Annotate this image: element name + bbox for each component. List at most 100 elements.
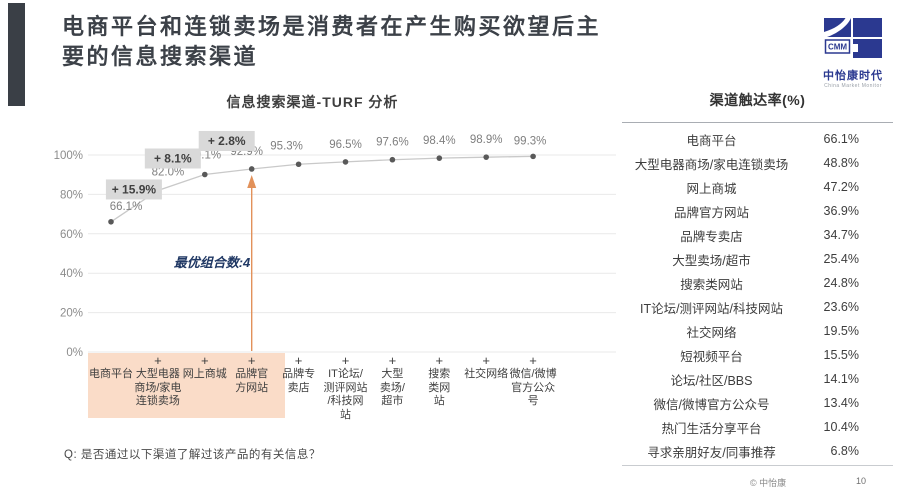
panel-divider-top — [622, 122, 893, 123]
channel-name: 热门生活分享平台 — [661, 421, 762, 436]
plus-sign: + — [201, 353, 209, 368]
page-number: 10 — [856, 476, 867, 486]
category-text: 品牌官 方网站 — [235, 368, 269, 394]
reach-rate-value: 15.5% — [823, 348, 859, 362]
reach-rate-value: 23.6% — [823, 300, 859, 314]
x-axis-label: + 网上商城 — [177, 353, 233, 382]
point-label: 97.6% — [376, 137, 409, 149]
x-axis-label: + 社交网络 — [458, 353, 514, 382]
reach-rate-value: 47.2% — [823, 180, 859, 194]
data-point — [108, 218, 114, 225]
x-axis-label: + 大型 卖场/ 超市 — [364, 354, 420, 409]
increment-label: + 8.1% — [154, 152, 192, 166]
table-row: 微信/微博官方公众号 13.4% — [622, 391, 893, 415]
data-point — [342, 159, 349, 165]
plus-sign: + — [482, 353, 490, 368]
data-point — [295, 161, 302, 168]
logo-name: 中怡康时代 — [823, 70, 883, 82]
table-row: 大型卖场/超市 25.4% — [622, 247, 893, 271]
optimal-combo-annotation: 最优组合数:4 — [174, 255, 251, 270]
x-axis-label: + 品牌官 方网站 — [224, 353, 280, 395]
plus-sign: + — [529, 353, 537, 368]
data-point — [530, 153, 536, 160]
point-label: 98.9% — [470, 134, 503, 146]
turf-line-plot: 100%80%60%40%20%0%66.1%82.0%90.1% 92.9% 95… — [54, 130, 616, 359]
x-axis-label: + 微信/微博 官方公众 号 — [505, 353, 561, 409]
increment-box — [105, 179, 162, 200]
reach-rate-table: 电商平台 66.1% 大型电器商场/家电连锁卖场 48.8% 网上商城 47.2% 品牌官方… — [622, 127, 893, 463]
reach-rate-title: 渠道触达率(%) — [709, 92, 806, 108]
channel-name: 寻求亲朋好友/同事推荐 — [647, 445, 776, 460]
y-tick-label: 20% — [60, 308, 83, 320]
category-text: IT论坛/ 测评网站 /科技网 站 — [323, 368, 368, 421]
plus-sign: + — [247, 353, 256, 368]
y-tick-label: 0% — [66, 347, 83, 359]
data-point — [436, 155, 443, 161]
category-text: 大型电器 商场/家电 连锁卖场 — [134, 368, 182, 407]
reach-rate-value: 48.8% — [823, 156, 859, 170]
channel-name: 大型电器商场/家电连锁卖场 — [634, 157, 789, 172]
increment-label: + 2.8% — [208, 134, 246, 148]
increment-label: + 15.9% — [112, 182, 157, 196]
channel-name: 品牌专卖店 — [680, 229, 743, 244]
reach-rate-value: 10.4% — [823, 420, 859, 434]
category-text: 电商平台 — [89, 368, 133, 380]
x-axis-label: + 大型电器 商场/家电 连锁卖场 — [130, 354, 186, 409]
y-tick-label: 40% — [60, 268, 83, 280]
category-text: 搜索 类网 站 — [428, 368, 451, 407]
channel-name: 大型卖场/超市 — [672, 253, 751, 268]
title-accent-bar — [8, 3, 25, 106]
table-row: 社交网络 19.5% — [622, 319, 893, 343]
reach-rate-value: 36.9% — [823, 204, 859, 218]
table-row: 热门生活分享平台 10.4% — [622, 415, 893, 439]
x-axis-label: + 品牌专 卖店 — [271, 353, 327, 395]
page-title: 电商平台和连锁卖场是消费者在产生购买欲望后主 要的信息搜索渠道 — [62, 14, 602, 69]
category-text: 社交网络 — [464, 368, 509, 380]
chart-title: 信息搜索渠道-TURF 分析 — [226, 94, 399, 110]
channel-name: 社交网络 — [686, 325, 737, 340]
x-axis-label: + IT论坛/ 测评网站 /科技网 站 — [318, 353, 374, 422]
table-row: 大型电器商场/家电连锁卖场 48.8% — [622, 151, 893, 175]
optimal-combo-highlight — [88, 353, 285, 418]
reach-rate-value: 25.4% — [823, 252, 859, 266]
plus-sign: + — [294, 353, 303, 368]
channel-name: 短视频平台 — [680, 349, 743, 364]
table-row: 搜索类网站 24.8% — [622, 271, 893, 295]
footer-copyright: © 中怡康 — [750, 478, 787, 488]
table-row: 寻求亲朋好友/同事推荐 6.8% — [622, 439, 893, 463]
logo-subtext: China Market Monitor — [824, 83, 882, 89]
panel-divider-bottom — [622, 465, 893, 466]
reach-rate-value: 6.8% — [830, 444, 860, 458]
table-row: 论坛/社区/BBS 14.1% — [622, 367, 893, 391]
plus-sign: + — [435, 353, 444, 368]
category-text: 品牌专 卖店 — [282, 368, 316, 394]
category-text: 微信/微博 官方公众 号 — [509, 368, 557, 407]
reach-rate-value: 14.1% — [823, 372, 859, 386]
table-row: 短视频平台 15.5% — [622, 343, 893, 367]
channel-name: IT论坛/测评网站/科技网站 — [639, 301, 784, 316]
channel-name: 论坛/社区/BBS — [670, 373, 753, 388]
logo-abbr: CMM — [828, 43, 847, 52]
channel-name: 品牌官方网站 — [673, 205, 749, 220]
table-row: IT论坛/测评网站/科技网站 23.6% — [622, 295, 893, 319]
y-tick-label: 80% — [60, 189, 83, 201]
plus-sign: + — [341, 353, 350, 368]
table-row: 品牌官方网站 36.9% — [622, 199, 893, 223]
increment-box — [198, 130, 255, 151]
reach-rate-value: 34.7% — [823, 228, 859, 242]
increment-box — [144, 148, 201, 169]
reach-rate-value: 13.4% — [823, 396, 859, 410]
channel-name: 网上商城 — [686, 181, 737, 196]
optimal-arrow-head — [247, 175, 257, 188]
x-axis-label: 电商平台 — [83, 355, 139, 382]
x-axis-label: + 搜索 类网 站 — [411, 353, 467, 409]
turf-chart: 100% 80% 60% 40% 20% 0% 66.1% 82.0% 90.1% 92.9% 95… — [40, 125, 620, 455]
category-text: 大型 卖场/ 超市 — [379, 368, 405, 407]
point-label: 66.1% — [110, 201, 143, 213]
cmm-logo-mark: CMM — [824, 18, 882, 58]
category-text: 网上商城 — [182, 368, 227, 380]
channel-name: 搜索类网站 — [680, 277, 743, 292]
reach-rate-value: 19.5% — [823, 324, 859, 338]
data-point — [248, 166, 255, 172]
